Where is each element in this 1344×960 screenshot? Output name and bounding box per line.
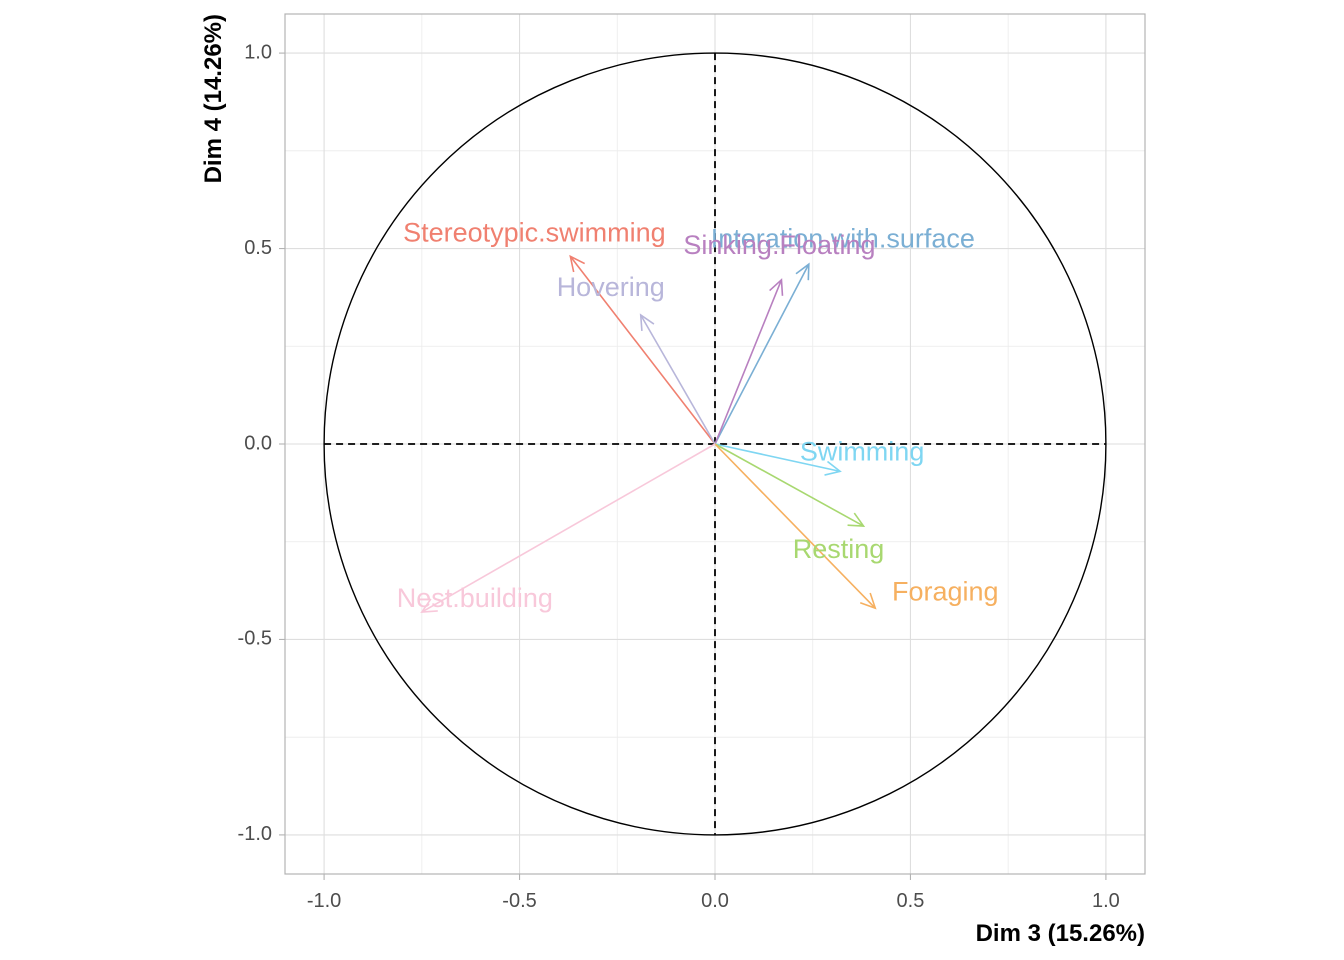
- y-axis-ticks: -1.0 -0.5 0.0 0.5 1.0: [238, 41, 285, 845]
- y-tick-label: -0.5: [238, 628, 272, 650]
- y-tick-label: -1.0: [238, 823, 272, 845]
- variable-arrows: [420, 254, 877, 614]
- x-tick-label: -0.5: [502, 890, 536, 912]
- arrow-sinking-floating: [714, 278, 784, 445]
- x-tick-label: 1.0: [1092, 890, 1120, 912]
- arrow-nest-building: [420, 443, 716, 614]
- label-swimming: Swimming: [800, 436, 925, 466]
- arrow-resting: [714, 443, 866, 527]
- variable-labels: Stereotypic.swimming Interation.with.surf…: [397, 217, 999, 613]
- x-tick-label: -1.0: [307, 890, 341, 912]
- x-tick-label: 0.5: [897, 890, 925, 912]
- label-interation-with-surface: Interation.with.surface: [711, 223, 975, 253]
- label-hovering: Hovering: [557, 272, 665, 302]
- arrow-swimming: [714, 443, 842, 476]
- label-stereotypic-swimming: Stereotypic.swimming: [403, 217, 666, 247]
- y-tick-label: 0.0: [244, 432, 272, 454]
- y-tick-label: 1.0: [244, 41, 272, 63]
- x-tick-label: 0.0: [701, 890, 729, 912]
- arrow-stereotypic-swimming: [569, 254, 716, 445]
- label-resting: Resting: [793, 534, 885, 564]
- label-nest-building: Nest.building: [397, 583, 553, 613]
- x-axis-ticks: -1.0 -0.5 0.0 0.5 1.0: [307, 874, 1120, 912]
- y-tick-label: 0.5: [244, 237, 272, 259]
- arrow-hovering: [639, 313, 716, 445]
- y-axis-title: Dim 4 (14.26%): [200, 14, 227, 183]
- arrow-interation-with-surface: [714, 262, 810, 445]
- x-axis-title: Dim 3 (15.26%): [976, 920, 1145, 947]
- arrow-foraging: [714, 443, 877, 610]
- label-foraging: Foraging: [892, 576, 999, 606]
- label-sinking-floating: Sinking.Floating: [683, 230, 875, 260]
